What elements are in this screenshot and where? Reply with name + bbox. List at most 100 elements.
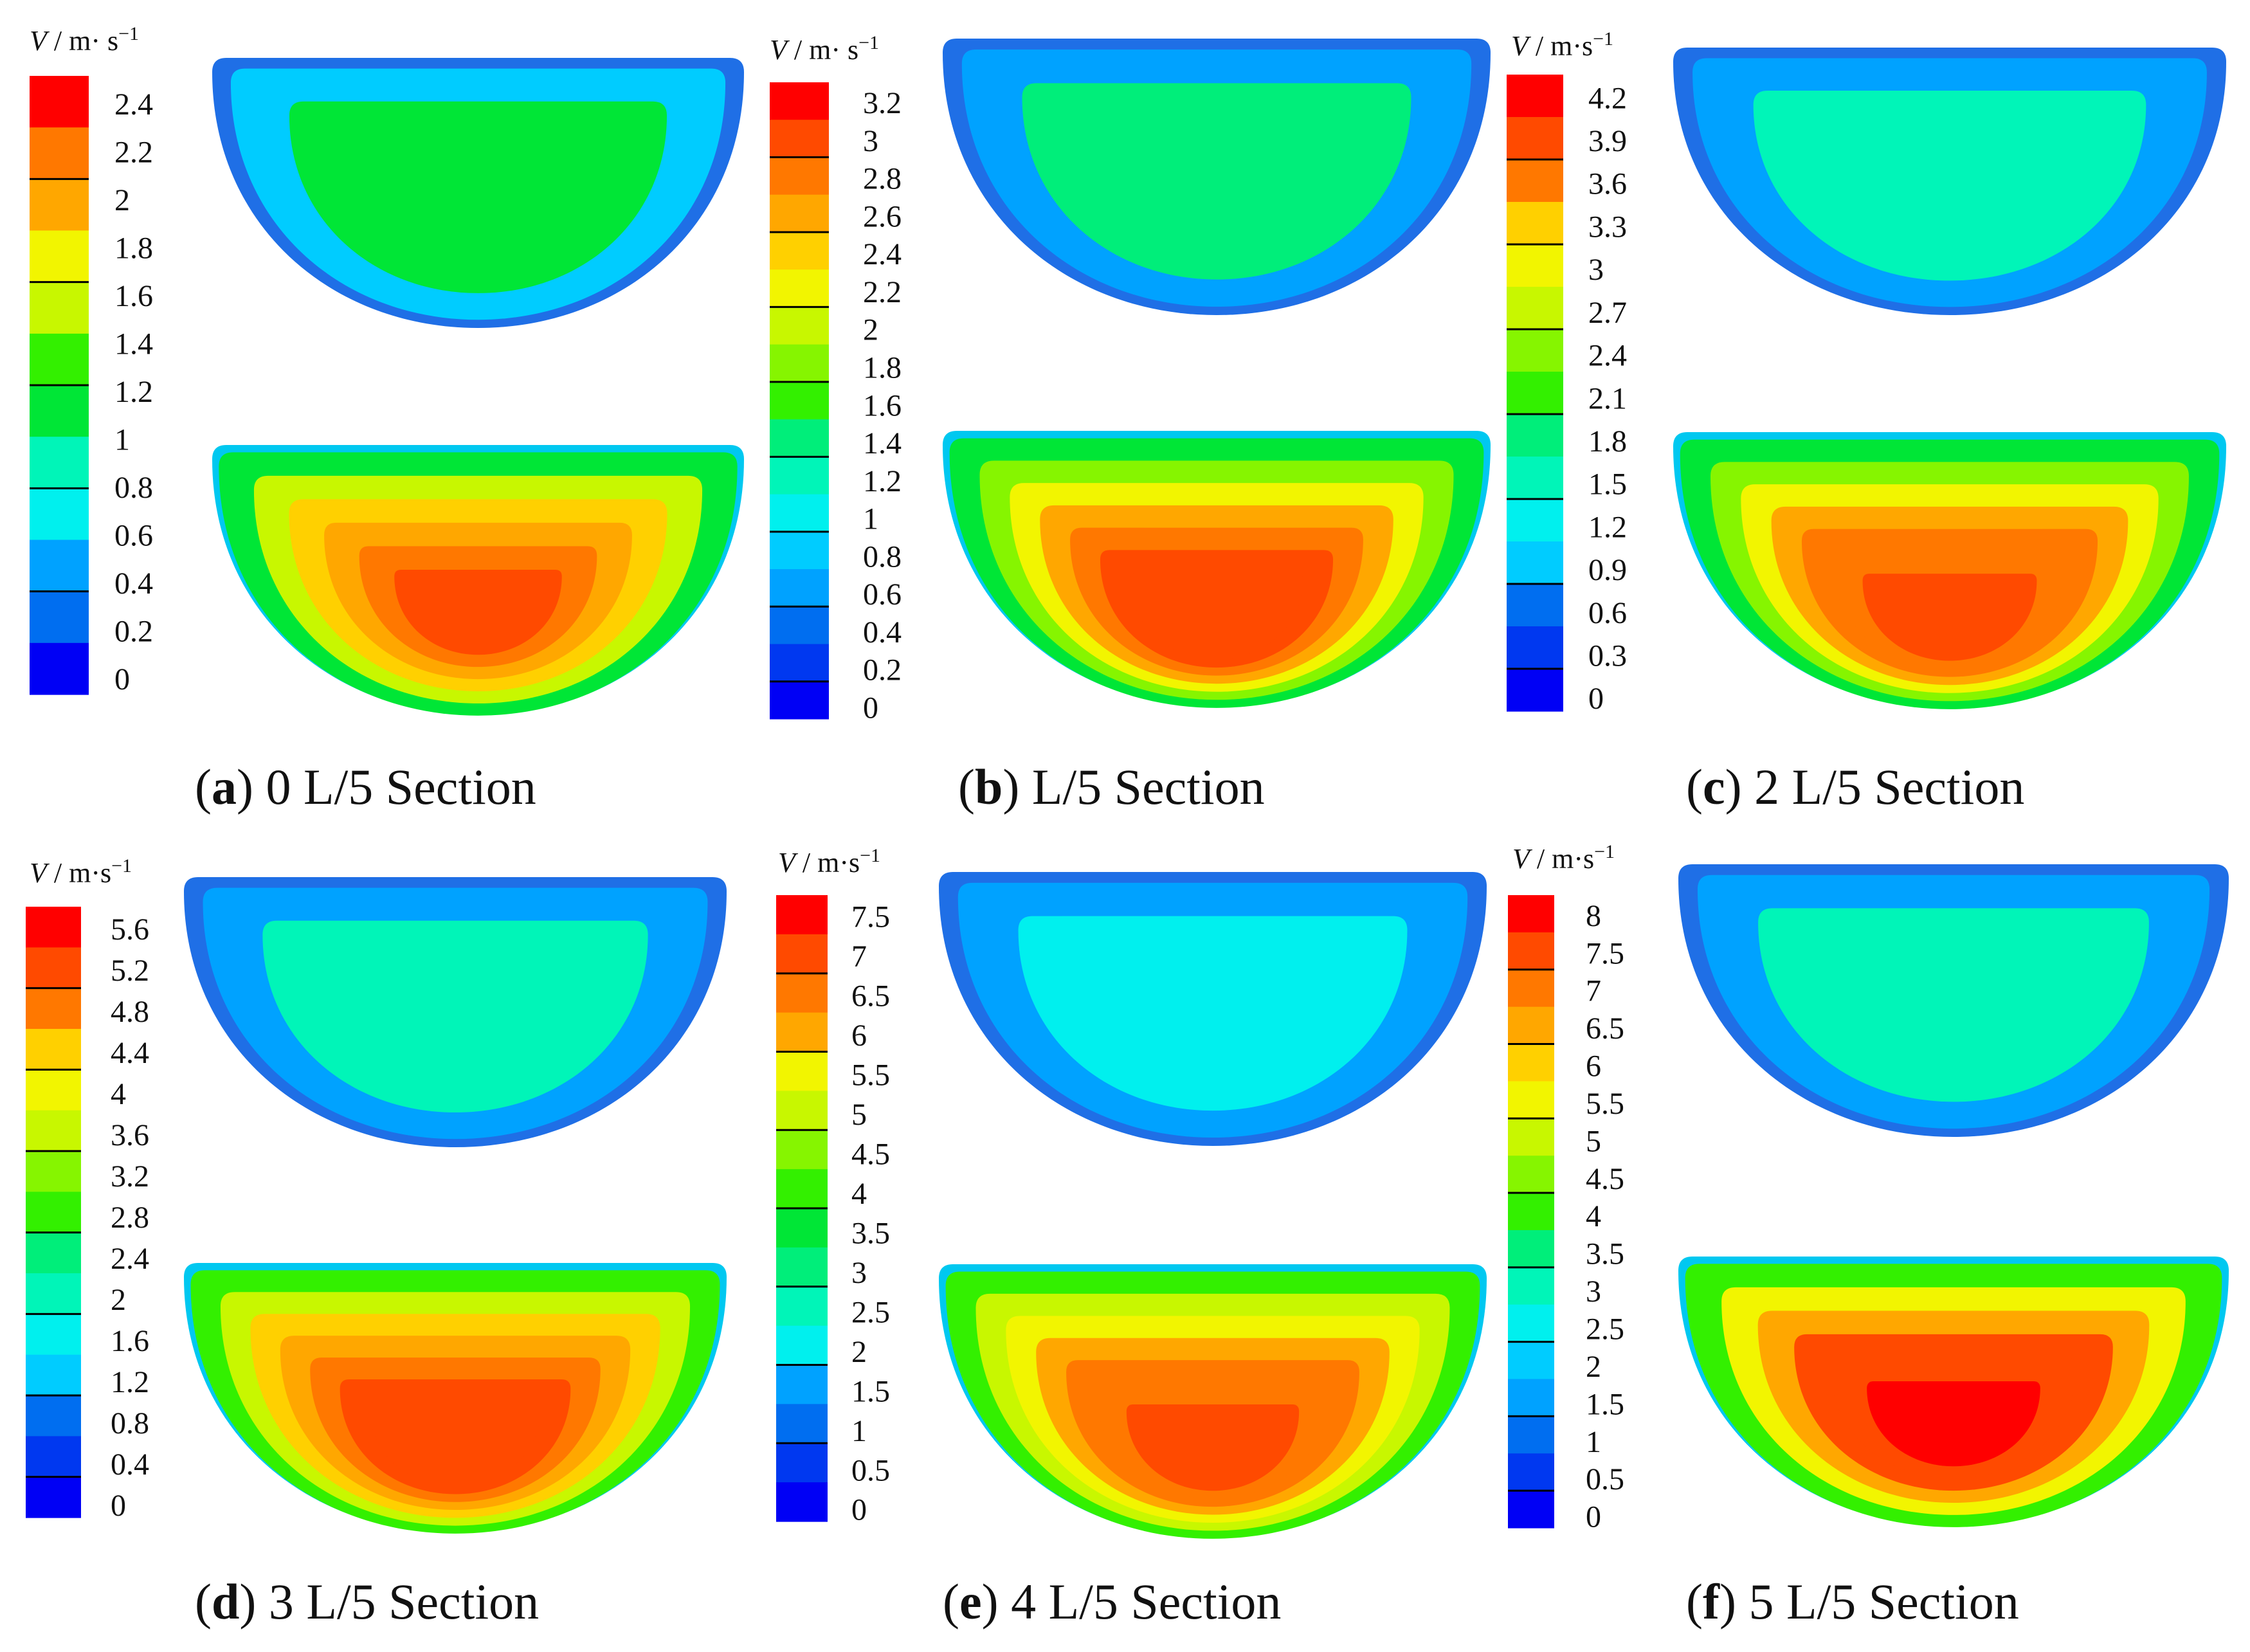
legend-color-band <box>776 1443 828 1483</box>
legend-unit-label: V / m· s−1 <box>770 32 879 66</box>
legend-tick-label: 0.2 <box>863 653 902 687</box>
upper-section <box>939 872 1487 1146</box>
legend-color-band <box>26 988 81 1030</box>
legend-tick-label: 3.2 <box>863 86 902 120</box>
legend-color-band <box>770 269 829 308</box>
legend-color-band <box>770 419 829 457</box>
legend-color-band <box>1508 1267 1554 1305</box>
legend-tick-label: 4.2 <box>1588 81 1627 115</box>
velocity-contour-band <box>1130 572 1303 660</box>
legend-tick-label: 0.2 <box>114 614 153 648</box>
legend-tick-label: 1.2 <box>114 375 153 409</box>
legend-tick-label: 0 <box>1586 1500 1601 1534</box>
velocity-contour-band <box>1018 916 1408 1111</box>
legend-tick-label: 4.5 <box>851 1137 890 1171</box>
caption-a: (a) 0 L/5 Section <box>195 759 536 815</box>
legend-color-band <box>776 1247 828 1287</box>
legend-color-band <box>26 1110 81 1152</box>
legend-tick-label: 3.6 <box>1588 167 1627 201</box>
legend-color-band <box>770 82 829 120</box>
legend-tick-label: 5.2 <box>111 954 149 988</box>
legend-tick-label: 2.4 <box>863 237 902 271</box>
legend-unit-label: V / m·s−1 <box>778 845 880 878</box>
legend-color-band <box>30 333 89 386</box>
legend-tick-label: 1.4 <box>863 426 902 460</box>
velocity-contour-band <box>1022 83 1411 280</box>
legend-color-band <box>770 457 829 495</box>
legend-tick-label: 4 <box>111 1077 126 1111</box>
legend-color-band <box>776 1012 828 1053</box>
legend-color-band <box>30 488 89 541</box>
legend-color-band <box>1508 1193 1554 1231</box>
legend-tick-label: 2 <box>114 183 130 217</box>
velocity-contour-band <box>1867 1381 2040 1467</box>
legend-color-band <box>776 1482 828 1522</box>
legend-color-band <box>770 494 829 532</box>
legend-color-band <box>30 591 89 644</box>
legend-color-band <box>1507 159 1563 203</box>
legend-tick-label: 2.8 <box>863 162 902 196</box>
legend-tick-label: 0 <box>863 691 878 725</box>
legend-tick-label: 6.5 <box>851 979 890 1013</box>
legend-tick-label: 0.6 <box>114 518 153 552</box>
legend-tick-label: 0.3 <box>1588 639 1627 673</box>
legend-tick-label: 1 <box>1586 1425 1601 1459</box>
legend-tick-label: 0 <box>114 662 130 696</box>
legend-color-band <box>30 179 89 231</box>
legend-color-band <box>1507 202 1563 245</box>
legend-tick-label: 1.2 <box>863 464 902 498</box>
legend-tick-label: 4.5 <box>1586 1162 1624 1196</box>
legend-tick-label: 2.4 <box>114 87 153 122</box>
legend-tick-label: 5.5 <box>851 1058 890 1092</box>
legend-color-band <box>1508 932 1554 970</box>
legend-tick-label: 4 <box>851 1177 867 1211</box>
legend-tick-label: 0.5 <box>1586 1462 1624 1496</box>
legend-tick-label: 3.2 <box>111 1159 149 1194</box>
panel-f: V / m·s−1 87.5 7 6.565.55 4.54 3.5 32.521.5 10.… <box>1508 841 2229 1534</box>
legend-color-band <box>30 540 89 592</box>
legend-color-band <box>26 1314 81 1356</box>
legend-tick-label: 2 <box>1586 1350 1601 1384</box>
legend-color-band <box>1507 75 1563 118</box>
legend-tick-label: 3 <box>851 1256 867 1290</box>
legend-tick-label: 2.4 <box>1588 339 1627 373</box>
velocity-contour-band <box>370 1401 541 1487</box>
legend-color-band <box>26 1273 81 1314</box>
legend-color-band <box>1508 1341 1554 1380</box>
legend-tick-label: 3 <box>1586 1275 1601 1309</box>
legend-tick-label: 3.9 <box>1588 124 1627 158</box>
legend-color-band <box>1508 1230 1554 1268</box>
upper-section <box>212 58 744 328</box>
legend-tick-label: 1.5 <box>851 1374 890 1408</box>
legend-tick-label: 0 <box>851 1493 867 1527</box>
legend-tick-label: 0.4 <box>863 615 902 649</box>
legend-tick-label: 3.5 <box>1586 1237 1624 1271</box>
legend-tick-label: 0.8 <box>111 1406 149 1440</box>
legend-color-band <box>770 606 829 645</box>
legend-tick-label: 2.2 <box>114 136 153 170</box>
legend-tick-label: 2.2 <box>863 275 902 309</box>
legend-tick-label: 1.4 <box>114 327 153 361</box>
caption-e: (e) 4 L/5 Section <box>943 1574 1282 1629</box>
legend-tick-label: 2.8 <box>111 1201 149 1235</box>
legend-tick-label: 7.5 <box>851 900 890 934</box>
legend-tick-label: 0.5 <box>851 1453 890 1487</box>
legend-color-band <box>1507 329 1563 372</box>
legend-color-band <box>1507 372 1563 415</box>
legend-color-band <box>1508 1491 1554 1529</box>
legend-tick-label: 2 <box>851 1335 867 1369</box>
legend-color-band <box>1507 457 1563 500</box>
legend-color-band <box>26 1232 81 1274</box>
legend-color-band <box>26 1029 81 1070</box>
legend-tick-label: 5.5 <box>1586 1087 1624 1121</box>
legend-tick-label: 1.2 <box>1588 510 1627 544</box>
legend-tick-label: 6 <box>1586 1049 1601 1084</box>
legend-tick-label: 3 <box>863 124 878 158</box>
legend-tick-label: 0 <box>111 1489 126 1523</box>
legend-color-band <box>770 531 829 570</box>
legend-color-band <box>776 1091 828 1130</box>
legend-color-band <box>776 934 828 974</box>
legend-color-band <box>776 1051 828 1091</box>
